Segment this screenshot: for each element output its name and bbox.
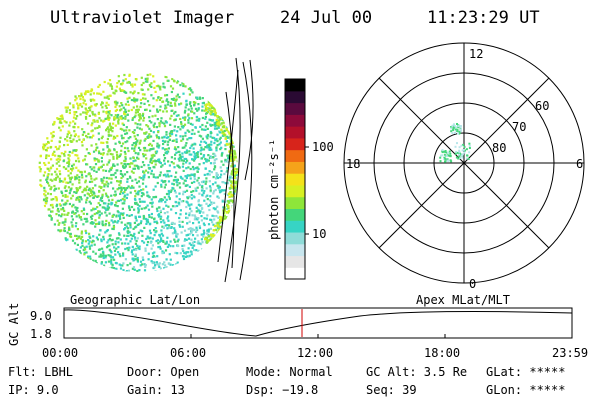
info-filter: Flt: LBHL [8,365,73,379]
colorbar-segment [285,184,305,198]
colorbar-frame [284,78,306,280]
altitude-curve [63,309,573,337]
altplot-left-title: Geographic Lat/Lon [70,293,200,307]
altplot-xtick-3: 18:00 [424,346,460,360]
mlt-label-18: 18 [346,157,360,171]
colorbar-segment [285,220,305,233]
altplot-ytick-top: 9.0 [30,309,52,323]
colorbar [285,79,305,280]
colorbar-segment [285,255,305,268]
info-ip: IP: 9.0 [8,383,59,397]
colorbar-segment [285,79,305,92]
colorbar-segment [285,267,305,280]
info-door: Door: Open [127,365,199,379]
info-gain: Gain: 13 [127,383,185,397]
colorbar-segment [285,90,305,104]
altplot-xtick-4: 23:59 [552,346,588,360]
altplot-right-title: Apex MLat/MLT [416,293,510,307]
info-mode: Mode: Normal [246,365,333,379]
mlt-label-0: 0 [469,277,476,291]
earth-disk-image [38,72,238,272]
colorbar-segment [285,137,305,151]
colorbar-tick-label-100: 100 [312,140,334,154]
colorbar-segment [285,102,305,115]
colorbar-segment [285,173,305,186]
geographic-grid-lines [217,57,254,283]
altplot-xtick-2: 12:00 [297,346,333,360]
mlat-label-80: 80 [492,141,506,155]
colorbar-segment [285,126,305,139]
colorbar-segment [285,114,305,127]
mlt-label-6: 6 [576,157,583,171]
mlat-label-70: 70 [512,120,526,134]
info-seq: Seq: 39 [366,383,417,397]
info-dsp: Dsp: −19.8 [246,383,318,397]
date-label: 24 Jul 00 [280,8,373,28]
info-glat: GLat: ***** [486,365,565,379]
altplot-xtick-1: 06:00 [170,346,206,360]
info-glon: GLon: ***** [486,383,565,397]
mlt-label-12: 12 [469,47,483,61]
altplot-ytick-bottom: 1.8 [30,327,52,341]
altplot-xtick-0: 00:00 [42,346,78,360]
polar-plot [343,42,585,284]
colorbar-segment [285,196,305,210]
altplot-ylabel: GC Alt [7,303,21,346]
colorbar-unit-label: photon cm⁻²s⁻¹ [267,139,281,240]
colorbar-segment [285,231,305,245]
time-label: 11:23:29 UT [427,8,540,28]
colorbar-segment [285,208,305,221]
colorbar-segment [285,161,305,174]
colorbar-tick-label-10: 10 [312,227,326,241]
instrument-title: Ultraviolet Imager [50,8,235,28]
polar-aurora-image [439,123,471,163]
colorbar-segment [285,149,305,162]
colorbar-segment [285,243,305,257]
altplot-xticks [190,334,446,338]
mlat-label-60: 60 [535,99,549,113]
info-gc-alt: GC Alt: 3.5 Re [366,365,467,379]
